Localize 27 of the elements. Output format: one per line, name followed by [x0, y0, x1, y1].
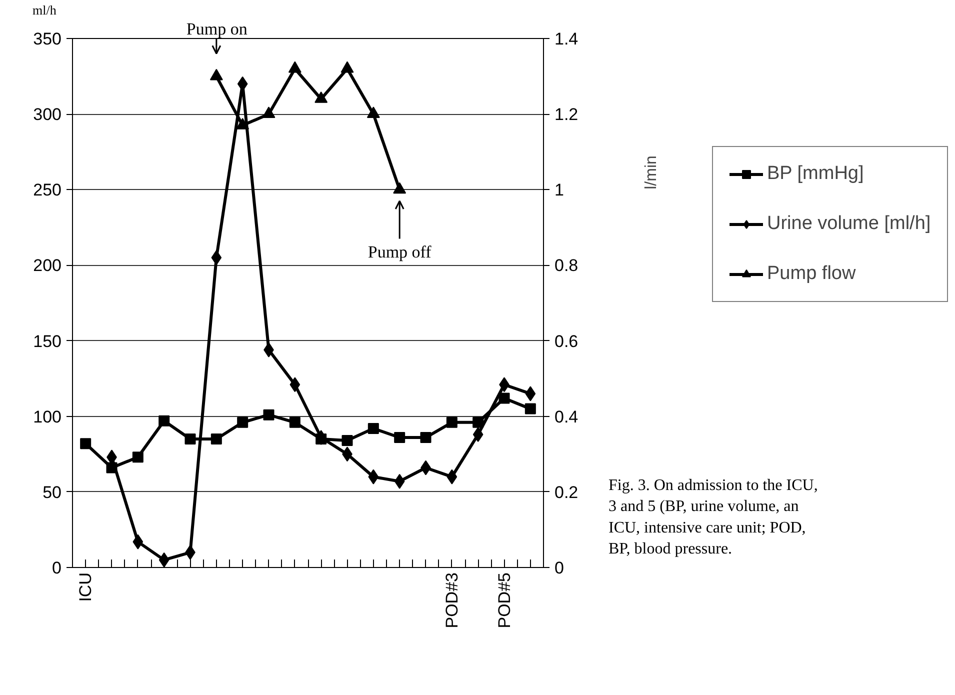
legend-label: Pump flow	[767, 263, 856, 285]
y2-tick-label: 0.8	[554, 256, 578, 276]
y-tick-label: 0	[52, 558, 62, 578]
legend-label: Urine volume [ml/h]	[767, 213, 931, 235]
x-tick-label: ICU	[76, 572, 96, 602]
y2-tick-label: 0.6	[554, 332, 578, 351]
y-tick-label: 300	[33, 105, 62, 124]
y2-tick-label: 1	[554, 180, 564, 200]
x-tick-label: POD#3	[442, 572, 462, 628]
annotation: Pump off	[368, 242, 432, 262]
y2-tick-label: 1.2	[554, 105, 578, 124]
y2-tick-label: 0.4	[554, 407, 578, 426]
y2-tick-label: 0	[554, 558, 564, 578]
caption: Fig. 3. On admission to the ICU, 3 and 5 (BP, urine volume, an ICU, intensive care unit; POD, BP, blood pressure.	[608, 476, 818, 558]
y2-tick-label: 1.4	[554, 30, 578, 48]
y-axis-title: ml/h	[32, 2, 57, 18]
y2-tick-label: 0.2	[554, 482, 578, 502]
x-tick-label: POD#5	[494, 572, 514, 628]
y-tick-label: 250	[33, 180, 62, 200]
y2-axis-title: l/min	[643, 156, 660, 190]
y-tick-label: 50	[42, 482, 62, 502]
y-tick-label: 100	[33, 407, 62, 426]
y-tick-label: 200	[33, 256, 62, 276]
y-tick-label: 150	[33, 332, 62, 351]
legend-label: BP [mmHg]	[767, 163, 864, 185]
y-tick-label: 350	[33, 30, 62, 48]
text: Pump on	[186, 20, 248, 38]
